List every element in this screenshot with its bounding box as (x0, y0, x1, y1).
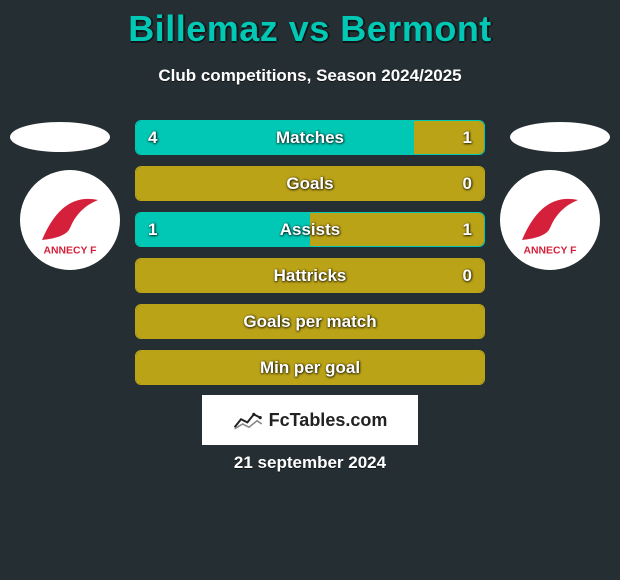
stat-value-left: 1 (148, 220, 157, 240)
page-title: Billemaz vs Bermont (0, 0, 620, 50)
player-silhouette-right (510, 122, 610, 152)
stat-label: Matches (276, 128, 344, 148)
annecy-logo-icon: ANNECY F (30, 180, 110, 260)
stat-value-right: 1 (463, 220, 472, 240)
date: 21 september 2024 (0, 453, 620, 473)
subtitle: Club competitions, Season 2024/2025 (0, 66, 620, 86)
club-badge-left: ANNECY F (20, 170, 120, 270)
stat-row: Min per goal (135, 350, 485, 385)
stat-value-right: 1 (463, 128, 472, 148)
club-badge-right: ANNECY F (500, 170, 600, 270)
stat-label: Hattricks (274, 266, 347, 286)
brand-text: FcTables.com (269, 410, 388, 431)
stat-label: Min per goal (260, 358, 360, 378)
stat-label: Goals (286, 174, 333, 194)
stat-row: 1 1 Assists (135, 212, 485, 247)
stat-value-right: 0 (463, 266, 472, 286)
player-silhouette-left (10, 122, 110, 152)
fctables-logo-icon (233, 408, 265, 432)
brand-box: FcTables.com (202, 395, 418, 445)
stat-fill-right (414, 121, 484, 154)
stat-row: Goals per match (135, 304, 485, 339)
annecy-logo-icon: ANNECY F (510, 180, 590, 260)
stat-value-right: 0 (463, 174, 472, 194)
svg-text:ANNECY F: ANNECY F (524, 246, 577, 257)
stat-row: 4 1 Matches (135, 120, 485, 155)
stat-row: 0 Goals (135, 166, 485, 201)
stat-label: Goals per match (243, 312, 376, 332)
stats-bars: 4 1 Matches 0 Goals 1 1 Assists 0 Hattricks Goals … (135, 120, 485, 396)
svg-text:ANNECY F: ANNECY F (44, 246, 97, 257)
stat-value-left: 4 (148, 128, 157, 148)
stat-row: 0 Hattricks (135, 258, 485, 293)
stat-label: Assists (280, 220, 340, 240)
